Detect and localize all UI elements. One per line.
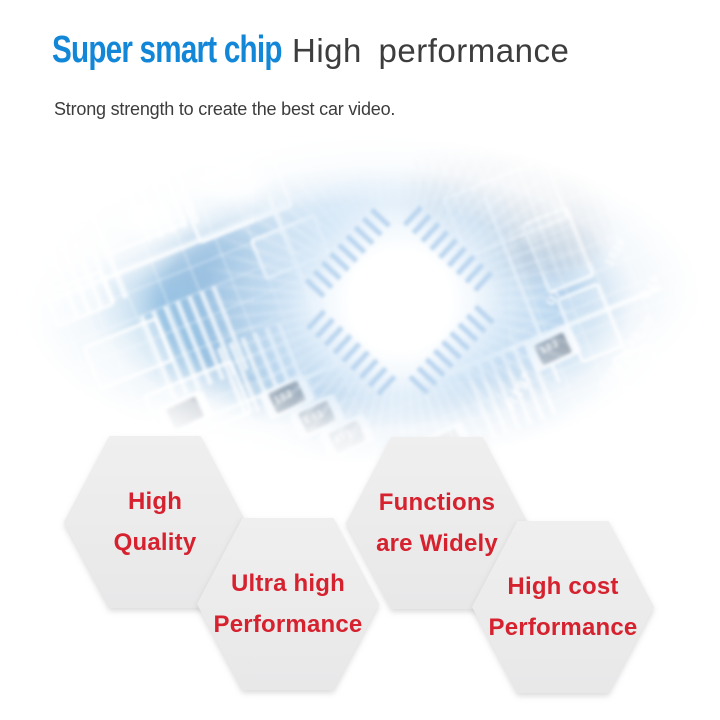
header: Super smart chip High performance	[52, 26, 569, 74]
hexagon-ultra-high-performance: Ultra high Performance	[197, 518, 379, 690]
pcb-highlight-blob	[80, 170, 130, 200]
page-title-wrap: Super smart chip	[52, 26, 282, 74]
hexagon-label-line: High cost	[507, 572, 619, 600]
tagline: Strong strength to create the best car v…	[54, 99, 396, 119]
hexagon-shape: High cost Performance	[472, 521, 654, 693]
pcb-highlight-blob	[120, 200, 180, 235]
hexagon-label-line: Functions	[378, 488, 496, 516]
hexagon-label-line: Performance	[488, 613, 638, 641]
header-subtitle: High performance	[292, 32, 570, 69]
hexagon-high-cost-performance: High cost Performance	[472, 521, 654, 693]
hexagon-label-line: High	[127, 487, 183, 515]
hexagon-label-line: Performance	[213, 610, 363, 638]
hexagon-label-line: Quality	[113, 528, 197, 556]
hexagon-shape: Ultra high Performance	[197, 518, 379, 690]
page-title: Super smart chip	[52, 29, 282, 71]
hexagon-label-line: are Widely	[376, 529, 498, 557]
chip-photo: U7 C19 C20 C22 R19 C22 R197 103 102 E01 …	[0, 130, 720, 482]
pcb-board: U7 C19 C20 C22 R19 C22 R197 103 102 E01 …	[0, 130, 720, 482]
hexagon-label-line: Ultra high	[231, 569, 345, 597]
smart-chip	[304, 205, 496, 397]
